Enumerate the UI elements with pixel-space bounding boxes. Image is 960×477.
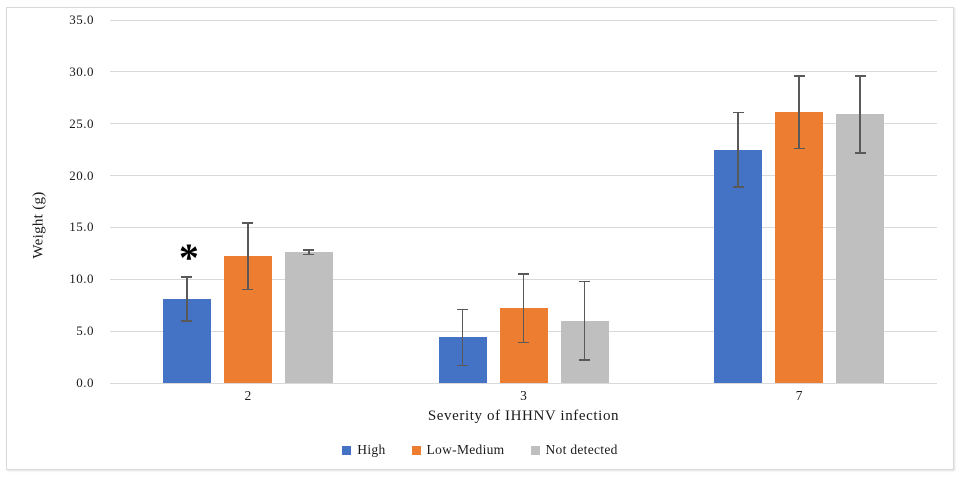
legend-item-high: High <box>342 442 385 458</box>
gridline <box>110 175 937 177</box>
legend-label: Not detected <box>545 442 618 457</box>
error-bar-cap-top <box>732 111 744 114</box>
error-bar-cap-bottom <box>732 186 744 188</box>
x-category-label: 7 <box>795 388 803 403</box>
error-bar-cap-top <box>854 75 866 77</box>
error-bar-cap-top <box>242 222 254 225</box>
error-bar-line <box>859 76 861 153</box>
error-bar-cap-top <box>793 75 805 77</box>
legend: High Low-Medium Not detected <box>0 442 960 458</box>
error-bar-cap-top <box>518 273 529 275</box>
legend-label: Low-Medium <box>426 442 505 457</box>
gridline <box>110 71 937 73</box>
error-bar-cap-bottom <box>793 147 805 150</box>
legend-item-low-medium: Low-Medium <box>411 442 505 458</box>
error-bar-cap-bottom <box>518 341 529 344</box>
x-category-label: 2 <box>244 388 252 403</box>
gridline <box>110 226 937 228</box>
y-tick-label: 10.0 <box>69 271 94 287</box>
bar-low-medium <box>775 112 824 383</box>
error-bar-cap-bottom <box>181 319 193 322</box>
error-bar-line <box>583 281 586 361</box>
legend-label: High <box>357 442 386 457</box>
legend-item-not-detected: Not detected <box>530 442 618 458</box>
error-bar-cap-top <box>181 276 193 278</box>
error-bar-line <box>186 277 188 321</box>
error-bar-cap-bottom <box>854 151 866 154</box>
error-bar-line <box>461 309 464 366</box>
significance-asterisk: * <box>178 235 199 281</box>
bar-not-detected <box>836 114 885 383</box>
y-tick-label: 15.0 <box>69 219 94 235</box>
legend-swatch-icon <box>411 445 421 455</box>
error-bar-line <box>308 250 310 255</box>
x-category-label: 3 <box>520 388 527 403</box>
error-bar-cap-top <box>457 308 468 311</box>
gridline <box>110 382 937 384</box>
error-bar-cap-top <box>303 249 315 252</box>
error-bar-cap-bottom <box>242 288 254 291</box>
y-axis-title: Weight (g) <box>30 191 47 259</box>
error-bar-line <box>247 223 249 290</box>
y-tick-label: 20.0 <box>69 167 94 183</box>
y-tick-label: 5.0 <box>76 323 94 339</box>
bar-high <box>714 149 763 383</box>
error-bar-cap-bottom <box>303 253 315 256</box>
y-tick-label: 35.0 <box>69 12 94 27</box>
y-tick-label: 0.0 <box>76 375 94 390</box>
legend-swatch-icon <box>342 445 352 455</box>
legend-swatch-icon <box>530 445 540 455</box>
error-bar-line <box>798 76 800 149</box>
bar-not-detected <box>284 252 333 383</box>
error-bar-cap-bottom <box>457 364 468 367</box>
gridline <box>110 123 937 125</box>
x-axis-title: Severity of IHHNV infection <box>427 408 620 424</box>
gridline <box>110 19 937 21</box>
error-bar-line <box>737 112 739 187</box>
error-bar-cap-bottom <box>579 359 590 361</box>
y-tick-label: 25.0 <box>69 115 94 131</box>
error-bar-cap-top <box>579 280 590 283</box>
error-bar-line <box>522 274 525 343</box>
y-tick-label: 30.0 <box>69 63 94 79</box>
